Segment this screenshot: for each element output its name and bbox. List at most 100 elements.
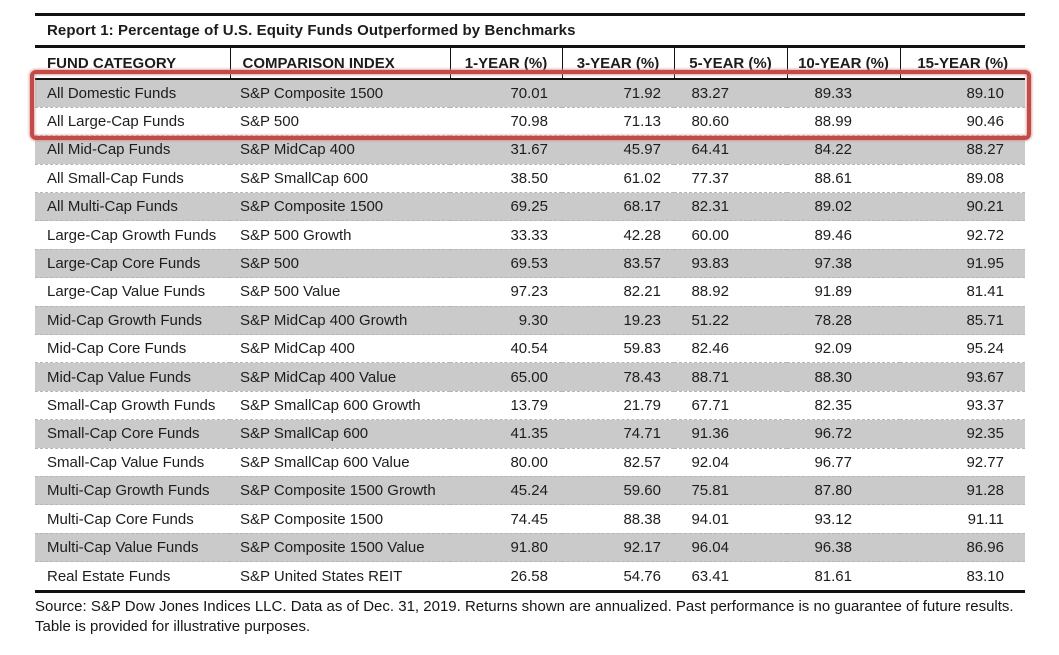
- value-10-year-cell: 88.30: [787, 362, 900, 392]
- column-header-3-year: 3-YEAR (%): [561, 48, 674, 80]
- value-1-year-cell: 45.24: [450, 475, 562, 505]
- value-10-year-cell: 88.61: [787, 163, 900, 193]
- value-5-year-cell: 94.01: [674, 504, 787, 534]
- value-15-year-cell: 90.21: [900, 192, 1025, 221]
- value-3-year-cell: 78.43: [562, 362, 674, 392]
- value-5-year-cell: 88.71: [674, 362, 787, 392]
- value-5-year-cell: 93.83: [674, 248, 787, 278]
- value-10-year-cell: 89.02: [787, 192, 900, 221]
- value-3-year-cell: 68.17: [562, 192, 674, 221]
- value-1-year-cell: 41.35: [450, 419, 562, 449]
- comparison-index-cell: S&P Composite 1500: [230, 79, 450, 108]
- value-5-year-cell: 67.71: [674, 390, 787, 420]
- value-10-year-cell: 91.89: [787, 277, 900, 307]
- comparison-index-cell: S&P MidCap 400 Value: [230, 362, 450, 392]
- report-page: Report 1: Percentage of U.S. Equity Fund…: [30, 13, 1031, 638]
- value-5-year-cell: 64.41: [674, 135, 787, 165]
- table-row: Real Estate Funds S&P United States REIT 2…: [35, 561, 1025, 591]
- value-3-year-cell: 59.83: [562, 334, 674, 363]
- column-header-15-year: 15-YEAR (%): [899, 48, 1025, 80]
- value-5-year-cell: 82.31: [674, 192, 787, 221]
- value-3-year-cell: 92.17: [562, 532, 674, 562]
- value-10-year-cell: 96.77: [787, 447, 900, 477]
- column-header-10-year: 10-YEAR (%): [786, 48, 900, 80]
- value-15-year-cell: 92.72: [900, 220, 1025, 250]
- value-5-year-cell: 82.46: [674, 334, 787, 363]
- value-1-year-cell: 80.00: [450, 447, 562, 477]
- comparison-index-cell: S&P 500: [230, 248, 450, 278]
- value-1-year-cell: 13.79: [450, 390, 562, 420]
- column-header-fund-category: FUND CATEGORY: [35, 48, 230, 80]
- value-15-year-cell: 81.41: [900, 277, 1025, 307]
- value-5-year-cell: 63.41: [674, 561, 787, 591]
- fund-category-cell: All Small-Cap Funds: [35, 163, 230, 193]
- value-15-year-cell: 93.67: [900, 362, 1025, 392]
- value-1-year-cell: 74.45: [450, 504, 562, 534]
- table-row: Mid-Cap Value Funds S&P MidCap 400 Value 6…: [35, 362, 1025, 392]
- fund-category-cell: Multi-Cap Core Funds: [35, 504, 230, 534]
- table-row: Mid-Cap Core Funds S&P MidCap 400 40.54 59.…: [35, 334, 1025, 363]
- value-5-year-cell: 96.04: [674, 532, 787, 562]
- value-3-year-cell: 19.23: [562, 305, 674, 335]
- value-1-year-cell: 69.53: [450, 248, 562, 278]
- value-1-year-cell: 91.80: [450, 532, 562, 562]
- table-row: All Large-Cap Funds S&P 500 70.98 71.13 80.6…: [35, 106, 1025, 136]
- value-10-year-cell: 89.33: [787, 79, 900, 108]
- value-3-year-cell: 71.92: [562, 79, 674, 108]
- table-header-row: FUND CATEGORY COMPARISON INDEX 1-YEAR (%…: [35, 48, 1025, 80]
- fund-category-cell: Large-Cap Core Funds: [35, 248, 230, 278]
- fund-category-cell: Small-Cap Growth Funds: [35, 390, 230, 420]
- fund-category-cell: Multi-Cap Growth Funds: [35, 475, 230, 505]
- table-row: All Mid-Cap Funds S&P MidCap 400 31.67 45.9…: [35, 135, 1025, 165]
- value-10-year-cell: 78.28: [787, 305, 900, 335]
- value-5-year-cell: 75.81: [674, 475, 787, 505]
- value-5-year-cell: 80.60: [674, 106, 787, 136]
- value-10-year-cell: 96.72: [787, 419, 900, 449]
- value-3-year-cell: 42.28: [562, 220, 674, 250]
- value-15-year-cell: 89.10: [900, 79, 1025, 108]
- comparison-index-cell: S&P 500: [230, 106, 450, 136]
- table-row: Multi-Cap Value Funds S&P Composite 1500 …: [35, 532, 1025, 562]
- value-3-year-cell: 74.71: [562, 419, 674, 449]
- value-3-year-cell: 82.57: [562, 447, 674, 477]
- value-3-year-cell: 61.02: [562, 163, 674, 193]
- value-5-year-cell: 51.22: [674, 305, 787, 335]
- comparison-index-cell: S&P Composite 1500: [230, 192, 450, 221]
- comparison-index-cell: S&P Composite 1500: [230, 504, 450, 534]
- value-15-year-cell: 91.11: [900, 504, 1025, 534]
- value-10-year-cell: 82.35: [787, 390, 900, 420]
- value-15-year-cell: 91.95: [900, 248, 1025, 278]
- value-15-year-cell: 88.27: [900, 135, 1025, 165]
- comparison-index-cell: S&P Composite 1500 Value: [230, 532, 450, 562]
- fund-category-cell: Mid-Cap Core Funds: [35, 334, 230, 363]
- top-rule: [35, 13, 1025, 16]
- table-body: All Domestic Funds S&P Composite 1500 70.0…: [35, 79, 1025, 591]
- value-10-year-cell: 81.61: [787, 561, 900, 591]
- value-1-year-cell: 70.01: [450, 79, 562, 108]
- value-15-year-cell: 83.10: [900, 561, 1025, 591]
- value-5-year-cell: 60.00: [674, 220, 787, 250]
- value-10-year-cell: 89.46: [787, 220, 900, 250]
- results-table: FUND CATEGORY COMPARISON INDEX 1-YEAR (%…: [35, 48, 1025, 591]
- table-row: Multi-Cap Core Funds S&P Composite 1500 74…: [35, 504, 1025, 534]
- bottom-rule: [35, 590, 1025, 593]
- fund-category-cell: All Multi-Cap Funds: [35, 192, 230, 221]
- value-10-year-cell: 87.80: [787, 475, 900, 505]
- comparison-index-cell: S&P MidCap 400 Growth: [230, 305, 450, 335]
- source-note: Source: S&P Dow Jones Indices LLC. Data …: [35, 597, 1014, 636]
- comparison-index-cell: S&P 500 Growth: [230, 220, 450, 250]
- table-row: Large-Cap Core Funds S&P 500 69.53 83.57 93.…: [35, 248, 1025, 278]
- value-3-year-cell: 82.21: [562, 277, 674, 307]
- title-rule: [35, 45, 1025, 48]
- table-row: Small-Cap Core Funds S&P SmallCap 600 41.3…: [35, 419, 1025, 449]
- table-row: Small-Cap Growth Funds S&P SmallCap 600 G…: [35, 390, 1025, 420]
- value-1-year-cell: 31.67: [450, 135, 562, 165]
- comparison-index-cell: S&P MidCap 400: [230, 135, 450, 165]
- value-5-year-cell: 77.37: [674, 163, 787, 193]
- value-15-year-cell: 95.24: [900, 334, 1025, 363]
- value-1-year-cell: 33.33: [450, 220, 562, 250]
- table-row: Mid-Cap Growth Funds S&P MidCap 400 Growt…: [35, 305, 1025, 335]
- comparison-index-cell: S&P Composite 1500 Growth: [230, 475, 450, 505]
- table-row: All Multi-Cap Funds S&P Composite 1500 69.…: [35, 192, 1025, 221]
- fund-category-cell: Small-Cap Value Funds: [35, 447, 230, 477]
